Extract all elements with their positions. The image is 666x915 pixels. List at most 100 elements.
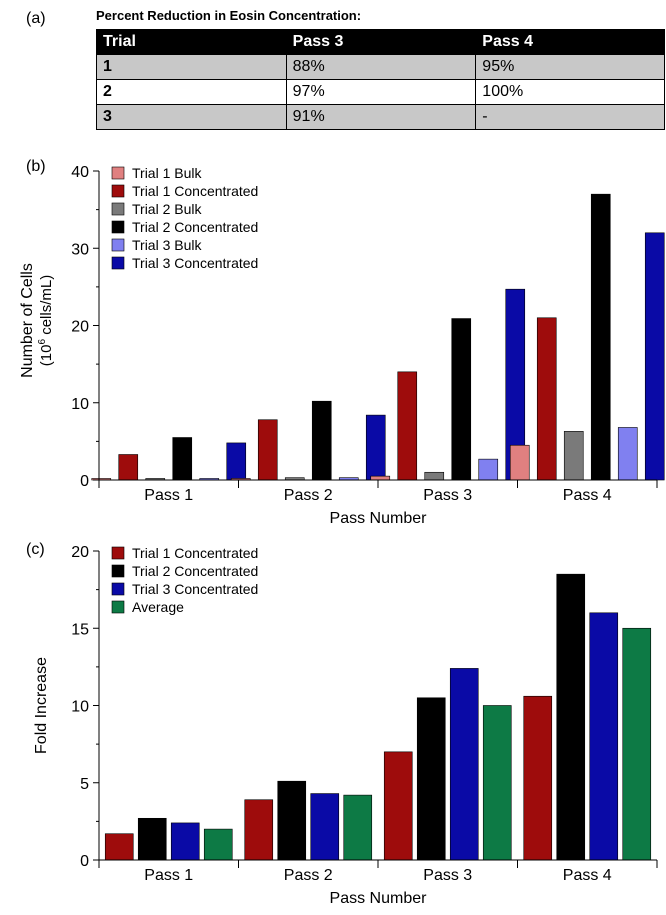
table-cell-trial: 1 — [96, 54, 287, 80]
table-cell: - — [475, 104, 665, 130]
legend-label: Trial 1 Concentrated — [132, 545, 258, 561]
legend-label: Trial 2 Concentrated — [132, 219, 258, 235]
table-cell: 97% — [285, 79, 477, 105]
y-tick-label: 0 — [80, 473, 89, 490]
y-tick-label: 30 — [71, 241, 89, 258]
panel-label-a: (a) — [26, 10, 46, 27]
table-cell: 100% — [475, 79, 665, 105]
chart-bar — [622, 627, 652, 861]
table-cell: 88% — [285, 54, 477, 80]
legend-swatch — [111, 564, 125, 578]
x-tick-label: Pass 3 — [423, 867, 472, 884]
y-tick-label: 40 — [71, 164, 89, 181]
chart-bar — [383, 751, 413, 861]
x-tick-label: Pass 3 — [423, 487, 472, 504]
x-tick-label: Pass 1 — [144, 487, 193, 504]
chart-bar — [482, 705, 512, 861]
x-tick-label: Pass 2 — [284, 867, 333, 884]
chart-bar — [523, 695, 553, 861]
chart-bar — [277, 780, 307, 861]
eosin-reduction-table: Trial Pass 3 Pass 4 1 88% 95% 2 97% 100%… — [96, 29, 665, 130]
legend-swatch — [111, 600, 125, 614]
chart-bar — [589, 612, 619, 861]
y-tick-label: 20 — [71, 544, 89, 561]
legend-label: Trial 1 Concentrated — [132, 183, 258, 199]
chart-bar — [416, 697, 446, 861]
legend-label: Trial 3 Concentrated — [132, 581, 258, 597]
chart-bar — [310, 793, 340, 861]
table-header-cell: Trial — [96, 29, 287, 55]
x-tick-label: Pass 4 — [563, 487, 612, 504]
legend-label: Trial 2 Bulk — [132, 201, 203, 217]
legend-swatch — [111, 184, 125, 198]
chart-bar — [172, 437, 193, 481]
table-row: 3 91% - — [96, 104, 665, 130]
chart-bar — [343, 794, 373, 861]
x-axis-label: Pass Number — [330, 890, 428, 907]
chart-bar — [644, 232, 665, 481]
chart-bar — [370, 475, 391, 481]
chart-bar — [170, 822, 200, 861]
chart-bar — [118, 454, 139, 481]
chart-bar — [509, 444, 530, 481]
fold-increase-chart: 0 5 10 15 20 Pass 1 Pass 2 Pass 3 Pass 4 Pass Num… — [33, 544, 658, 907]
table-row: 1 88% 95% — [96, 54, 665, 80]
y-tick-label: 20 — [71, 319, 89, 336]
y-tick-label: 10 — [71, 396, 89, 413]
panel-label-b: (b) — [26, 158, 46, 175]
table-header-cell: Pass 3 — [285, 29, 477, 55]
table-cell-trial: 3 — [96, 104, 287, 130]
chart-bar — [104, 833, 134, 861]
legend-swatch — [111, 238, 125, 252]
table-row: 2 97% 100% — [96, 79, 665, 105]
legend-swatch — [111, 546, 125, 560]
panel-label-c: (c) — [26, 541, 45, 558]
legend-swatch — [111, 166, 125, 180]
chart-bar — [257, 419, 278, 481]
chart-bar — [451, 318, 472, 481]
chart-bar — [137, 817, 167, 861]
legend-swatch — [111, 582, 125, 596]
chart-bar — [563, 431, 584, 481]
legend-label: Trial 1 Bulk — [132, 165, 203, 181]
legend-label: Trial 3 Concentrated — [132, 255, 258, 271]
chart-bar — [478, 458, 499, 481]
chart-bar — [536, 317, 557, 481]
legend-swatch — [111, 256, 125, 270]
y-axis-unit-exponent: 6 — [37, 339, 48, 345]
x-axis-label: Pass Number — [330, 510, 428, 527]
legend-label: Trial 2 Concentrated — [132, 563, 258, 579]
y-tick-label: 15 — [71, 621, 89, 638]
chart-bar — [590, 193, 611, 481]
table-header-cell: Pass 4 — [475, 29, 665, 55]
y-axis-label: Number of Cells — [19, 263, 36, 378]
chart-bar — [617, 427, 638, 481]
x-tick-label: Pass 2 — [284, 487, 333, 504]
y-tick-label: 0 — [80, 853, 89, 870]
chart-bar — [203, 828, 233, 861]
legend-swatch — [111, 220, 125, 234]
chart-bar — [556, 573, 586, 861]
chart-bar — [449, 668, 479, 861]
x-tick-label: Pass 4 — [563, 867, 612, 884]
chart-bar — [397, 371, 418, 481]
y-axis-label: Fold Increase — [33, 657, 50, 754]
legend-label: Average — [132, 599, 184, 615]
y-tick-label: 5 — [80, 776, 89, 793]
x-tick-label: Pass 1 — [144, 867, 193, 884]
table-title: Percent Reduction in Eosin Concentration… — [96, 8, 362, 23]
table-cell: 95% — [475, 54, 665, 80]
y-tick-label: 10 — [71, 699, 89, 716]
chart-bar — [365, 414, 386, 481]
chart-bar — [424, 471, 445, 481]
chart-bar — [311, 400, 332, 481]
legend-label: Trial 3 Bulk — [132, 237, 203, 253]
table-header-row: Trial Pass 3 Pass 4 — [96, 29, 665, 55]
legend-swatch — [111, 202, 125, 216]
y-axis-unit-label: (106 cells/mL) — [37, 275, 55, 366]
chart-bar — [226, 442, 247, 481]
chart-bar — [244, 799, 274, 861]
y-axis-unit-suffix: cells/mL) — [38, 275, 55, 339]
y-axis-unit-prefix: (10 — [38, 345, 55, 367]
table-cell-trial: 2 — [96, 79, 287, 105]
